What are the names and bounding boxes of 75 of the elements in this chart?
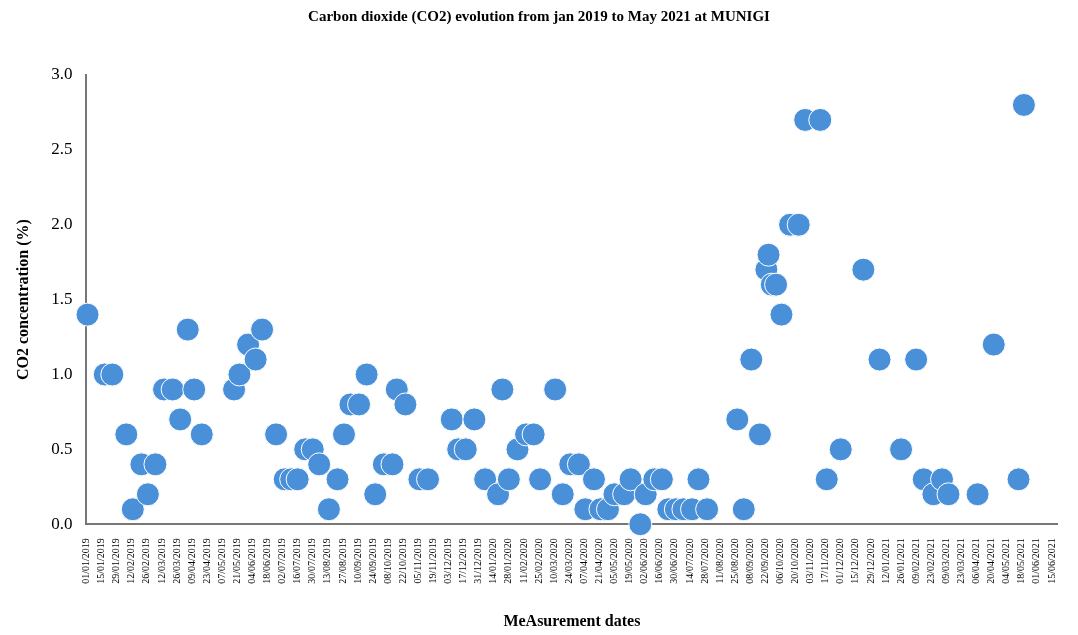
x-tick-label: 03/12/2019	[442, 538, 454, 584]
x-tick-label: 07/04/2020	[577, 538, 589, 584]
x-tick-label: 21/04/2020	[592, 538, 604, 584]
x-tick-label: 26/01/2021	[894, 538, 906, 584]
x-tick-label: 13/08/2019	[321, 538, 333, 584]
y-tick-label: 0.5	[51, 438, 73, 458]
x-tick-label: 31/12/2019	[472, 538, 484, 584]
x-tick-label: 14/07/2020	[683, 538, 695, 584]
x-tick-label: 20/04/2021	[985, 538, 997, 584]
x-tick-label: 07/05/2019	[215, 538, 227, 584]
x-tick-label: 12/01/2021	[879, 538, 891, 584]
x-tick-label: 05/11/2019	[411, 538, 423, 584]
x-tick-label: 14/01/2020	[487, 538, 499, 584]
x-tick-label: 18/05/2021	[1015, 538, 1027, 584]
x-tick-label: 22/10/2019	[396, 538, 408, 584]
x-tick-label: 17/11/2020	[819, 538, 831, 584]
x-tick-label: 23/04/2019	[200, 538, 212, 584]
x-tick-label: 30/06/2020	[668, 538, 680, 584]
x-tick-label: 29/12/2020	[864, 538, 876, 584]
x-tick-label: 15/12/2020	[849, 538, 861, 584]
x-tick-label: 08/09/2020	[743, 538, 755, 584]
x-tick-label: 02/06/2020	[638, 538, 650, 584]
chart-title: Carbon dioxide (CO2) evolution from jan 2019 to May 2021 at MUNIGI	[307, 8, 771, 25]
x-tick-label: 01/06/2021	[1030, 538, 1042, 584]
x-tick-label: 24/03/2020	[562, 538, 574, 584]
x-tick-label: 09/04/2019	[185, 538, 197, 584]
x-tick-label: 01/01/2019	[80, 538, 92, 584]
x-tick-label: 06/04/2021	[970, 538, 982, 584]
x-tick-label: 22/09/2020	[758, 538, 770, 584]
x-tick-label: 11/08/2020	[713, 538, 725, 584]
y-tick-label: 2.0	[51, 214, 73, 234]
x-tick-label: 26/02/2019	[140, 538, 152, 584]
x-tick-label: 09/03/2021	[939, 538, 951, 584]
x-tick-label: 16/06/2020	[653, 538, 665, 584]
y-tick-label: 2.5	[51, 139, 73, 159]
x-tick-label: 19/05/2020	[623, 538, 635, 584]
x-tick-label: 16/07/2019	[291, 538, 303, 584]
x-tick-label: 18/06/2019	[261, 538, 273, 584]
x-tick-label: 05/05/2020	[608, 538, 620, 584]
x-tick-label: 01/12/2020	[834, 538, 846, 584]
y-tick-label: 1.5	[51, 289, 73, 309]
x-tick-label: 27/08/2019	[336, 538, 348, 584]
x-tick-label: 29/01/2019	[110, 538, 122, 584]
x-tick-label: 03/11/2020	[804, 538, 816, 584]
x-tick-label: 17/12/2019	[457, 538, 469, 584]
y-tick-label: 3.0	[51, 64, 73, 84]
x-tick-label: 28/07/2020	[698, 538, 710, 584]
y-axis-title: CO2 concentration (%)	[13, 219, 32, 381]
y-tick-label: 1.0	[51, 363, 73, 383]
x-tick-label: 23/03/2021	[955, 538, 967, 584]
x-tick-label: 28/01/2020	[502, 538, 514, 584]
y-tick-label: 0.0	[51, 513, 73, 533]
x-tick-label: 15/01/2019	[95, 538, 107, 584]
x-tick-label: 21/05/2019	[230, 538, 242, 584]
x-tick-label: 12/02/2019	[125, 538, 137, 584]
x-tick-label: 10/09/2019	[351, 538, 363, 584]
x-tick-label: 08/10/2019	[381, 538, 393, 584]
x-tick-label: 11/02/2020	[517, 538, 529, 584]
x-tick-label: 30/07/2019	[306, 538, 318, 584]
x-tick-label: 09/02/2021	[909, 538, 921, 584]
x-tick-label: 23/02/2021	[924, 538, 936, 584]
x-tick-label: 25/08/2020	[728, 538, 740, 584]
x-tick-label: 02/07/2019	[276, 538, 288, 584]
x-tick-label: 12/03/2019	[155, 538, 167, 584]
x-tick-label: 25/02/2020	[532, 538, 544, 584]
x-tick-label: 06/10/2020	[774, 538, 786, 584]
x-tick-label: 20/10/2020	[789, 538, 801, 584]
x-tick-label: 24/09/2019	[366, 538, 378, 584]
x-tick-label: 04/05/2021	[1000, 538, 1012, 584]
x-tick-label: 26/03/2019	[170, 538, 182, 584]
x-tick-label: 10/03/2020	[547, 538, 559, 584]
x-tick-label: 19/11/2019	[427, 538, 439, 584]
x-tick-label: 15/06/2021	[1045, 538, 1057, 584]
x-tick-label: 04/06/2019	[246, 538, 258, 584]
x-axis-title: MeAsurement dates	[503, 611, 641, 629]
